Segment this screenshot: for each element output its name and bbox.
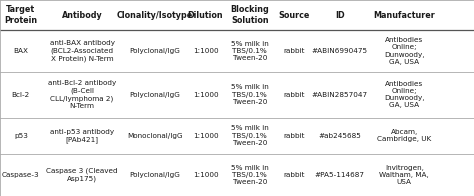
Bar: [188, 72, 223, 118]
Text: rabbit: rabbit: [283, 172, 305, 178]
Bar: [276, 72, 312, 118]
Text: Dilution: Dilution: [188, 11, 223, 20]
Text: 1:1000: 1:1000: [192, 172, 219, 178]
Bar: [276, 154, 312, 196]
Text: Antibodies
Online;
Dunwoody,
GA, USA: Antibodies Online; Dunwoody, GA, USA: [384, 37, 425, 65]
Text: #ABIN6990475: #ABIN6990475: [312, 48, 368, 54]
Text: BAX: BAX: [13, 48, 28, 54]
Text: Abcam,
Cambridge, UK: Abcam, Cambridge, UK: [377, 129, 431, 142]
Text: Polyclonal/IgG: Polyclonal/IgG: [129, 92, 181, 98]
Bar: [312, 118, 368, 154]
Bar: [42, 118, 122, 154]
Text: Polyclonal/IgG: Polyclonal/IgG: [129, 48, 181, 54]
Bar: [368, 154, 441, 196]
Text: Target
Protein: Target Protein: [4, 5, 37, 25]
Text: Antibodies
Online;
Dunwoody,
GA, USA: Antibodies Online; Dunwoody, GA, USA: [384, 81, 425, 108]
Text: 1:1000: 1:1000: [192, 133, 219, 139]
Text: Polyclonal/IgG: Polyclonal/IgG: [129, 172, 181, 178]
Bar: [223, 72, 276, 118]
Bar: [0, 30, 42, 72]
Text: 1:1000: 1:1000: [192, 92, 219, 98]
Bar: [312, 30, 368, 72]
Bar: [312, 72, 368, 118]
Bar: [368, 118, 441, 154]
Text: rabbit: rabbit: [283, 48, 305, 54]
Text: #ABIN2857047: #ABIN2857047: [312, 92, 368, 98]
Bar: [223, 0, 276, 30]
Bar: [368, 72, 441, 118]
Text: Monoclonal/IgG: Monoclonal/IgG: [127, 133, 183, 139]
Bar: [0, 72, 42, 118]
Bar: [312, 0, 368, 30]
Text: anti-p53 antibody
[PAb421]: anti-p53 antibody [PAb421]: [50, 129, 114, 143]
Bar: [223, 118, 276, 154]
Bar: [188, 154, 223, 196]
Text: Invitrogen,
Waltham, MA,
USA: Invitrogen, Waltham, MA, USA: [380, 165, 429, 185]
Text: ID: ID: [335, 11, 345, 20]
Bar: [122, 154, 188, 196]
Bar: [276, 118, 312, 154]
Bar: [122, 118, 188, 154]
Bar: [42, 72, 122, 118]
Text: rabbit: rabbit: [283, 133, 305, 139]
Bar: [368, 30, 441, 72]
Bar: [122, 30, 188, 72]
Text: rabbit: rabbit: [283, 92, 305, 98]
Bar: [0, 154, 42, 196]
Bar: [276, 0, 312, 30]
Bar: [368, 0, 441, 30]
Text: Manufacturer: Manufacturer: [374, 11, 435, 20]
Bar: [188, 30, 223, 72]
Text: p53: p53: [14, 133, 28, 139]
Bar: [223, 154, 276, 196]
Bar: [42, 30, 122, 72]
Bar: [188, 0, 223, 30]
Bar: [0, 0, 42, 30]
Bar: [223, 30, 276, 72]
Bar: [188, 118, 223, 154]
Text: 5% milk in
TBS/0.1%
Tween-20: 5% milk in TBS/0.1% Tween-20: [231, 165, 269, 185]
Bar: [122, 0, 188, 30]
Bar: [42, 0, 122, 30]
Text: Blocking
Solution: Blocking Solution: [230, 5, 269, 25]
Text: Bcl-2: Bcl-2: [12, 92, 30, 98]
Text: Antibody: Antibody: [62, 11, 102, 20]
Text: Source: Source: [278, 11, 310, 20]
Bar: [42, 154, 122, 196]
Text: #PA5-114687: #PA5-114687: [315, 172, 365, 178]
Text: Caspase 3 (Cleaved
Asp175): Caspase 3 (Cleaved Asp175): [46, 168, 118, 182]
Text: 1:1000: 1:1000: [192, 48, 219, 54]
Text: 5% milk in
TBS/0.1%
Tween-20: 5% milk in TBS/0.1% Tween-20: [231, 41, 269, 61]
Bar: [122, 72, 188, 118]
Text: #ab245685: #ab245685: [319, 133, 361, 139]
Text: 5% milk in
TBS/0.1%
Tween-20: 5% milk in TBS/0.1% Tween-20: [231, 84, 269, 105]
Text: anti-Bcl-2 antibody
(B-Cell
CLL/lymphoma 2)
N-Term: anti-Bcl-2 antibody (B-Cell CLL/lymphoma…: [48, 80, 116, 109]
Text: 5% milk in
TBS/0.1%
Tween-20: 5% milk in TBS/0.1% Tween-20: [231, 125, 269, 146]
Bar: [276, 30, 312, 72]
Bar: [0, 118, 42, 154]
Text: anti-BAX antibody
(BCL2-Associated
X Protein) N-Term: anti-BAX antibody (BCL2-Associated X Pro…: [49, 40, 115, 62]
Text: Caspase-3: Caspase-3: [2, 172, 40, 178]
Text: Clonality/Isotype: Clonality/Isotype: [117, 11, 193, 20]
Bar: [312, 154, 368, 196]
